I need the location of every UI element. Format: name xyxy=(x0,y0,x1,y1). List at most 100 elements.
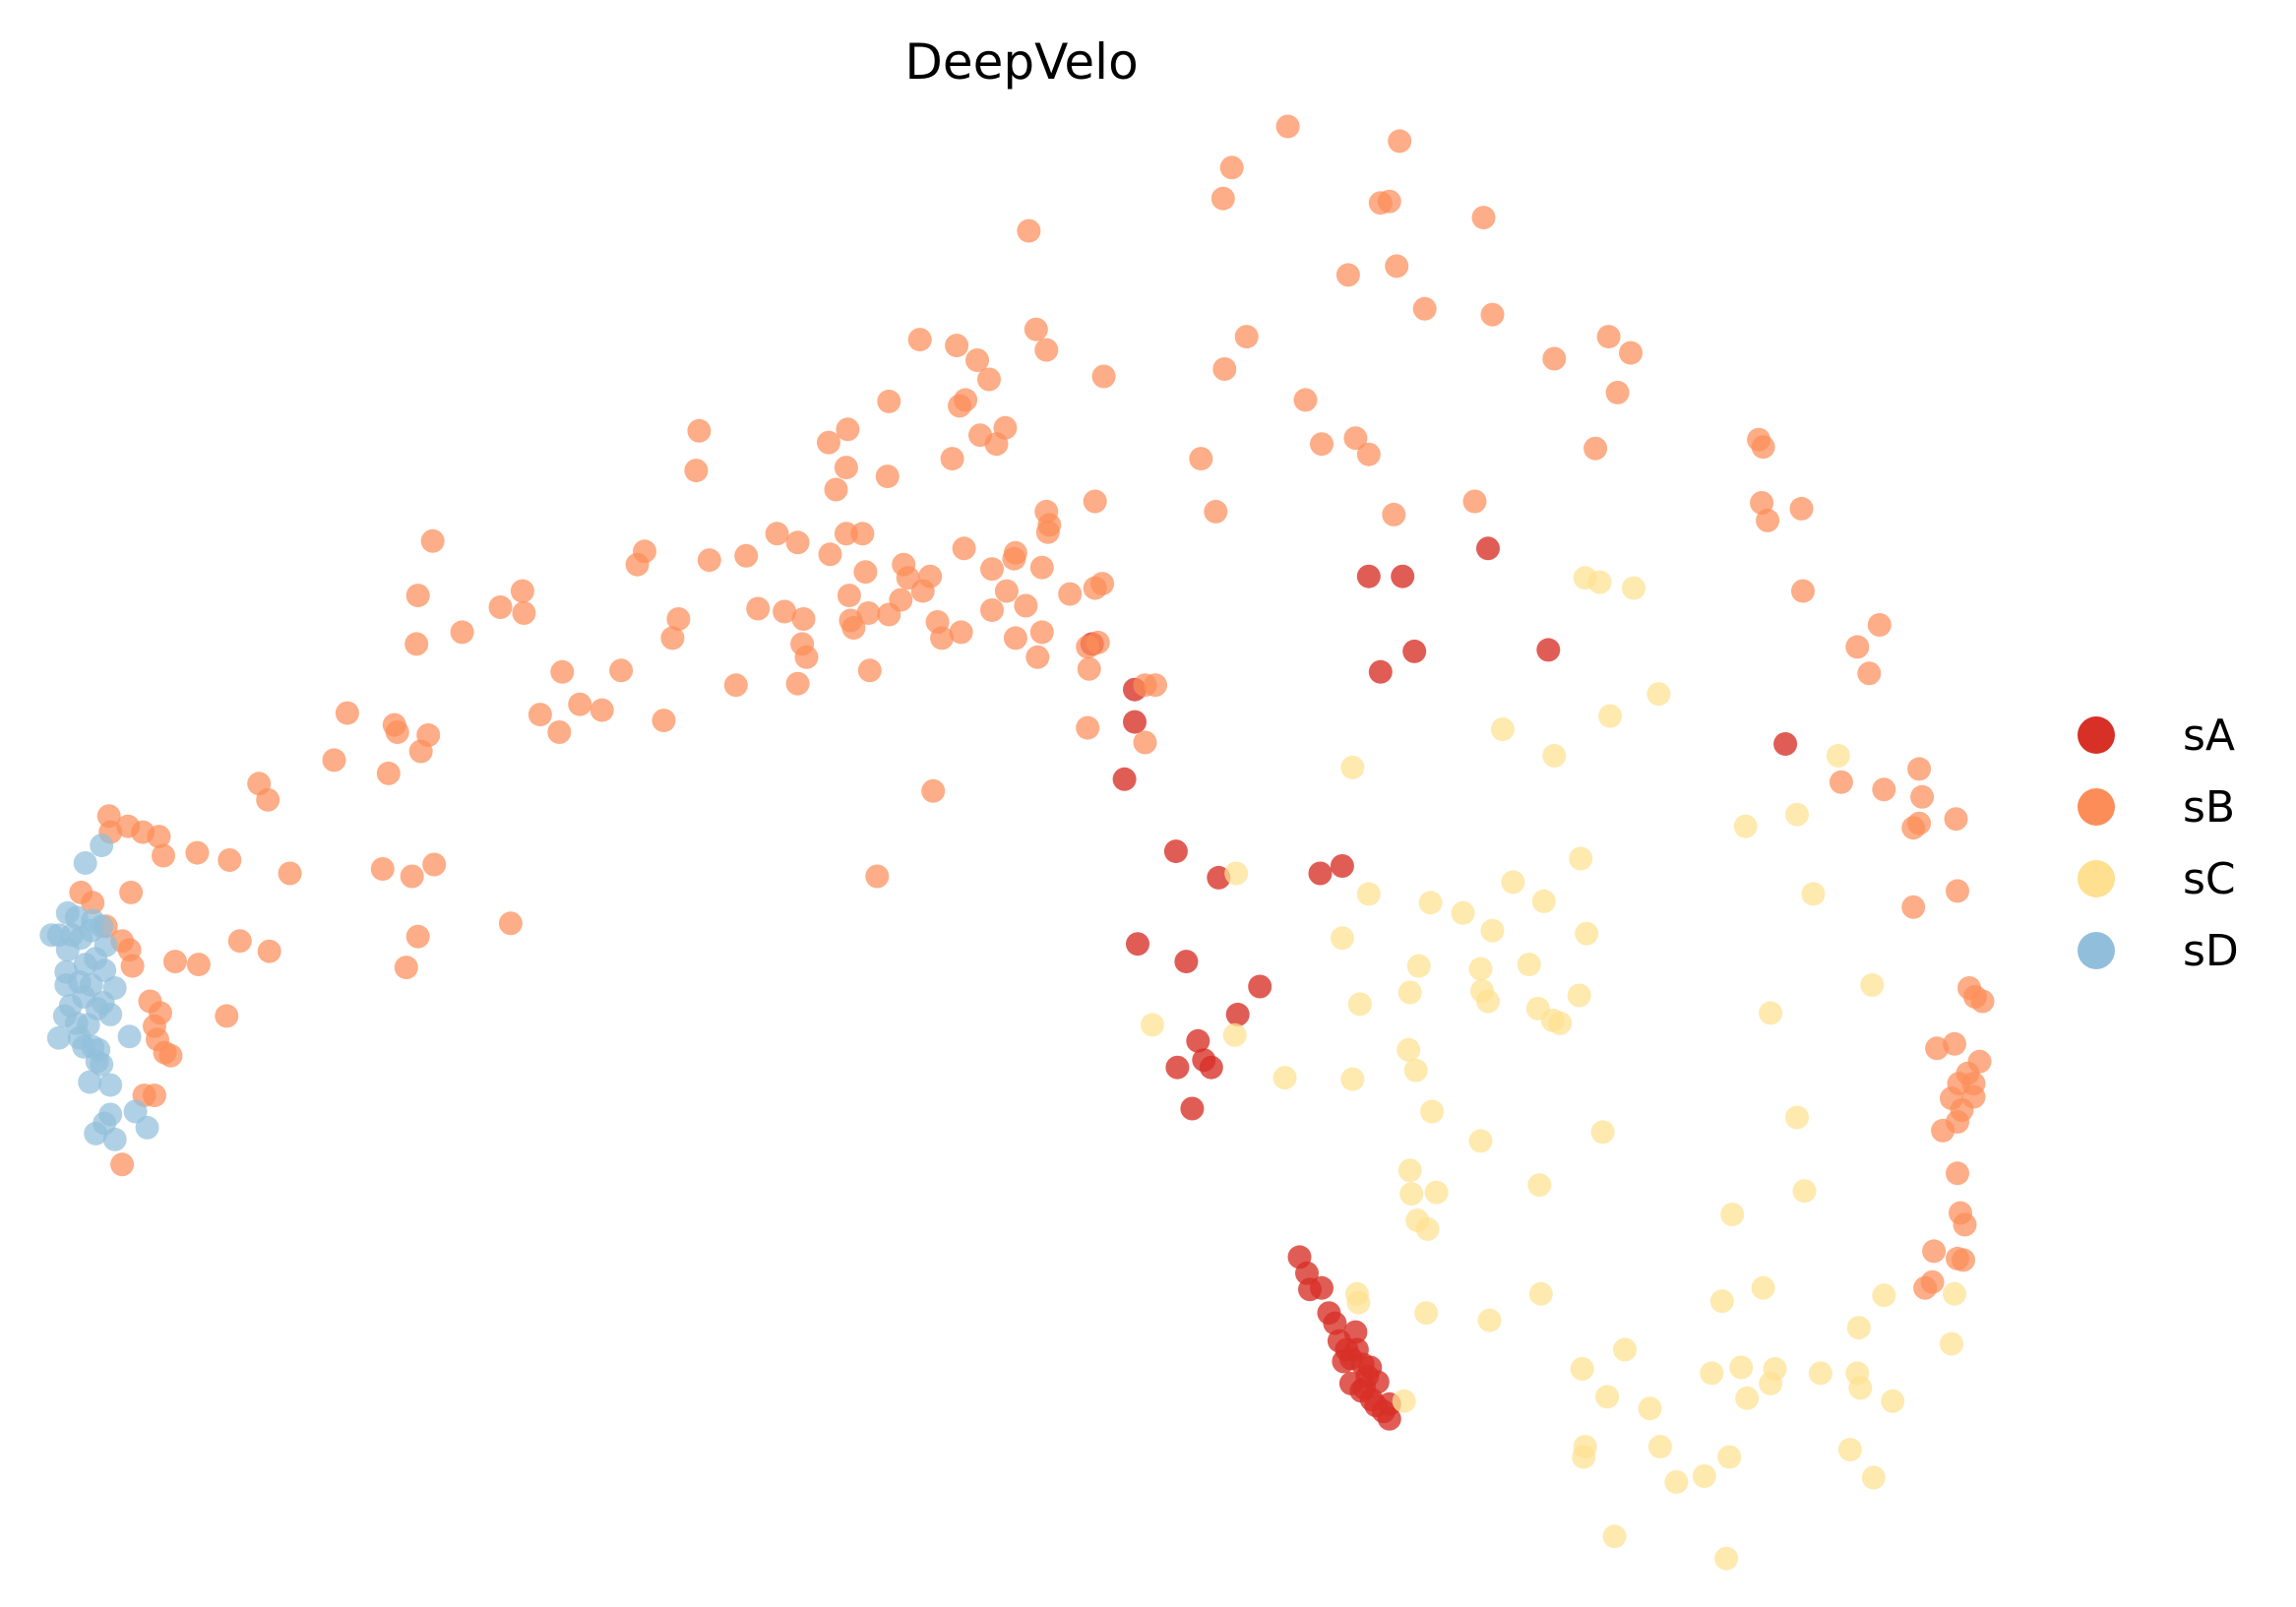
point-sA xyxy=(1368,659,1393,684)
point-sB xyxy=(408,739,433,764)
point-sB xyxy=(1368,191,1393,216)
point-sB xyxy=(687,418,712,443)
point-sB xyxy=(841,616,866,640)
point-sC xyxy=(1646,682,1671,707)
point-sB xyxy=(877,389,901,413)
point-sB xyxy=(1751,435,1775,460)
point-sB xyxy=(684,459,709,483)
point-sB xyxy=(1907,757,1932,781)
point-sC xyxy=(1480,918,1505,943)
point-sB xyxy=(1542,346,1567,371)
point-sB xyxy=(385,720,409,744)
point-sB xyxy=(322,748,346,773)
point-sB xyxy=(1382,502,1406,526)
point-sC xyxy=(1396,1037,1421,1062)
point-sB xyxy=(1029,555,1054,580)
point-sD xyxy=(91,990,115,1015)
point-sB xyxy=(186,953,211,977)
point-sB xyxy=(875,464,900,489)
point-sC xyxy=(1785,802,1809,827)
point-sD xyxy=(87,1037,111,1062)
point-sB xyxy=(547,720,572,744)
point-sC xyxy=(1340,1067,1365,1091)
point-sC xyxy=(1785,1105,1809,1130)
legend-item-sC: sC xyxy=(2078,854,2236,904)
point-sB xyxy=(785,530,810,555)
point-sC xyxy=(1415,1217,1440,1241)
point-sB xyxy=(1003,626,1027,650)
point-sB xyxy=(1025,645,1050,669)
point-sB xyxy=(550,659,575,684)
point-sB xyxy=(994,579,1019,603)
point-sD xyxy=(73,851,97,875)
point-sB xyxy=(1412,296,1437,321)
point-sB xyxy=(404,632,429,656)
legend-label-sD: sD xyxy=(2183,926,2239,976)
point-sB xyxy=(965,348,989,372)
series-sA xyxy=(1080,536,1798,1431)
point-sB xyxy=(1946,879,1969,903)
point-sB xyxy=(791,607,816,631)
point-sC xyxy=(1602,1524,1627,1549)
point-sC xyxy=(1468,1129,1493,1153)
point-sB xyxy=(1014,593,1038,618)
point-sB xyxy=(450,620,474,645)
point-sA xyxy=(1165,1055,1190,1080)
point-sA xyxy=(1180,1096,1205,1121)
point-sA xyxy=(1126,932,1149,957)
point-sC xyxy=(1528,1281,1553,1306)
point-sC xyxy=(1477,1308,1502,1332)
point-sB xyxy=(1275,114,1300,139)
point-sC xyxy=(1490,717,1515,742)
point-sB xyxy=(1204,499,1228,524)
point-sB xyxy=(877,602,901,627)
point-sB xyxy=(1002,546,1026,571)
point-sB xyxy=(1946,1161,1969,1186)
point-sB xyxy=(1212,357,1237,381)
point-sC xyxy=(1406,954,1431,978)
point-sC xyxy=(1397,980,1422,1005)
point-sB xyxy=(81,891,105,915)
point-sA xyxy=(1186,1028,1210,1053)
point-sC xyxy=(1860,973,1885,997)
point-sC xyxy=(1735,1386,1760,1410)
point-sD xyxy=(135,1115,159,1140)
point-sB xyxy=(666,607,691,631)
point-sC xyxy=(1587,570,1612,594)
series-sB xyxy=(69,114,1995,1300)
point-sC xyxy=(1531,889,1556,913)
point-sB xyxy=(1970,989,1995,1014)
point-sA xyxy=(1391,564,1415,588)
point-sB xyxy=(1077,656,1101,681)
point-sC xyxy=(1399,1182,1424,1206)
point-sB xyxy=(1076,635,1100,659)
point-sC xyxy=(1808,1361,1832,1386)
point-sB xyxy=(1343,426,1368,451)
point-sC xyxy=(1272,1066,1297,1090)
point-sD xyxy=(79,918,103,943)
point-sC xyxy=(1340,755,1365,779)
legend-marker-sB xyxy=(2078,788,2115,826)
series-sC xyxy=(1141,566,1966,1571)
point-sB xyxy=(940,447,964,471)
point-sB xyxy=(1356,442,1381,466)
point-sB xyxy=(1910,784,1935,809)
point-sC xyxy=(1692,1464,1716,1488)
point-sC xyxy=(1613,1337,1637,1362)
point-sB xyxy=(1335,263,1360,287)
point-sB xyxy=(1388,129,1412,154)
point-sB xyxy=(185,840,210,865)
point-sB xyxy=(1619,340,1643,365)
point-sB xyxy=(256,787,280,812)
point-sD xyxy=(98,1073,123,1097)
point-sC xyxy=(1717,1445,1742,1469)
point-sC xyxy=(1451,900,1475,925)
legend-item-sA: sA xyxy=(2078,711,2235,761)
point-sB xyxy=(405,584,430,608)
point-sA xyxy=(1352,1376,1377,1400)
point-sB xyxy=(512,601,536,625)
point-sB xyxy=(1189,447,1213,471)
point-sC xyxy=(1759,1001,1783,1025)
point-sC xyxy=(1346,1290,1371,1315)
point-sA xyxy=(1323,1311,1347,1335)
